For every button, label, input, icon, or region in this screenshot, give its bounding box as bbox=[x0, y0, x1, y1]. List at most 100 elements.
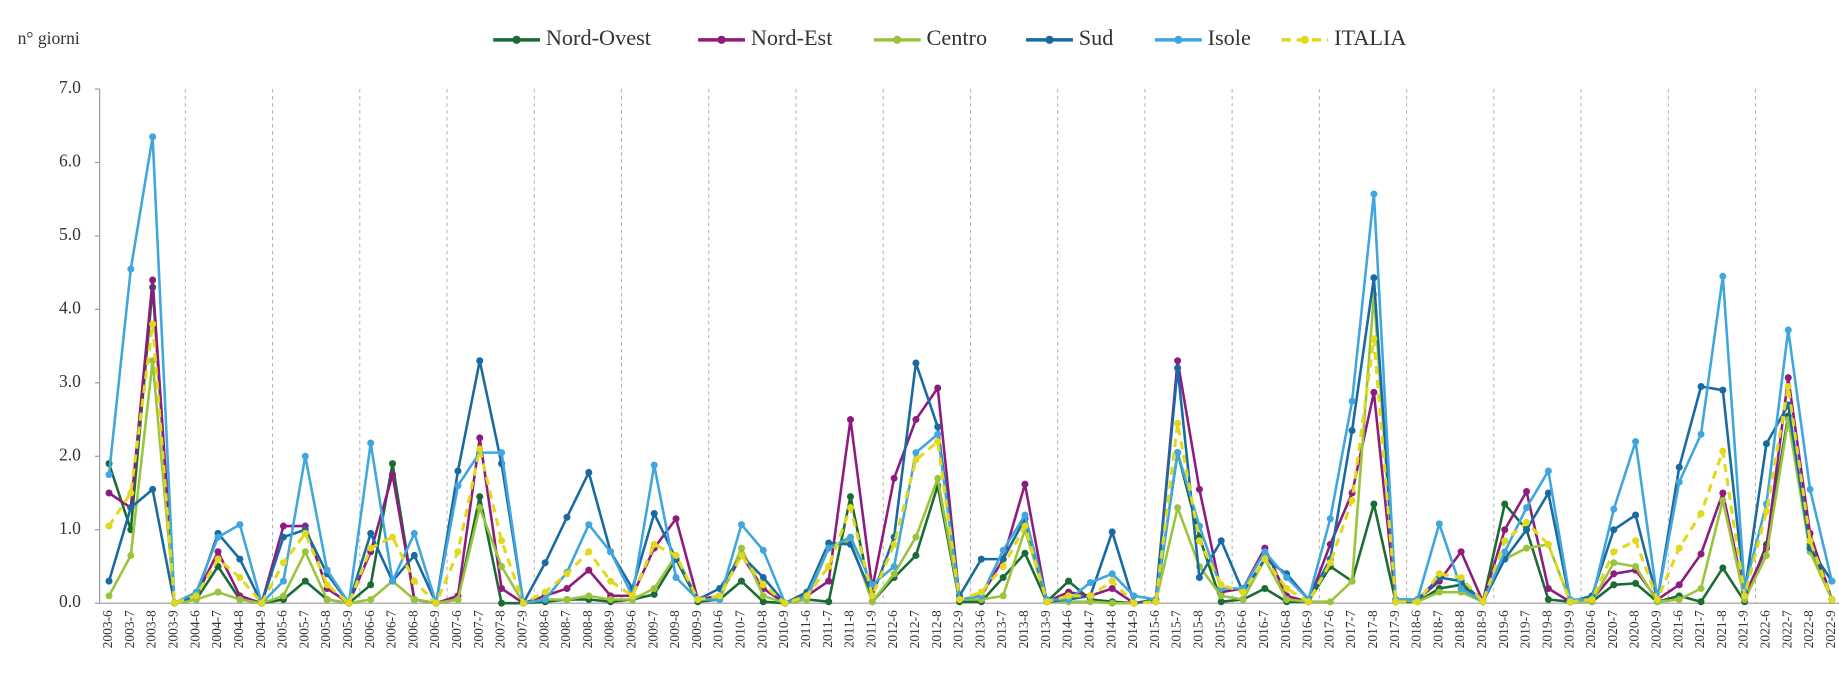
series-marker bbox=[1653, 595, 1661, 604]
series-marker bbox=[1174, 357, 1182, 365]
series-marker bbox=[1392, 598, 1400, 606]
series-marker bbox=[912, 533, 920, 541]
x-tick-label: 2020-7 bbox=[1605, 610, 1620, 648]
series-marker bbox=[1719, 272, 1727, 280]
series-marker bbox=[105, 522, 113, 530]
series-marker bbox=[1195, 537, 1203, 545]
series-marker bbox=[1435, 588, 1443, 596]
series-marker bbox=[737, 551, 745, 559]
series-marker bbox=[258, 599, 266, 607]
series-marker bbox=[1283, 584, 1291, 593]
series-marker bbox=[389, 460, 397, 468]
series-line bbox=[107, 322, 1834, 605]
series-marker bbox=[956, 595, 964, 604]
x-tick-label: 2007-8 bbox=[493, 610, 508, 648]
y-tick-label: 4.0 bbox=[59, 297, 81, 317]
series-marker bbox=[476, 445, 484, 453]
series-marker bbox=[1566, 598, 1574, 606]
series-marker bbox=[1086, 592, 1094, 600]
x-tick-label: 2012-8 bbox=[929, 610, 944, 648]
y-tick-label: 0.0 bbox=[59, 591, 81, 611]
series-marker bbox=[1086, 598, 1094, 606]
series-marker bbox=[1457, 573, 1465, 581]
series-marker bbox=[301, 452, 309, 460]
series-marker bbox=[672, 515, 680, 523]
series-marker bbox=[1784, 374, 1792, 382]
x-tick-label: 2015-6 bbox=[1147, 610, 1162, 648]
x-tick-label: 2012-9 bbox=[951, 610, 966, 648]
series-marker bbox=[1719, 386, 1727, 394]
series-marker bbox=[1108, 599, 1116, 607]
series-marker bbox=[563, 513, 571, 521]
series-marker bbox=[1697, 382, 1705, 391]
series-marker bbox=[846, 416, 855, 424]
x-tick-label: 2014-7 bbox=[1081, 610, 1096, 648]
series-marker bbox=[410, 595, 418, 604]
series-marker bbox=[759, 598, 767, 606]
series-marker bbox=[1501, 526, 1509, 534]
series-marker bbox=[541, 595, 549, 604]
series-marker bbox=[1413, 598, 1422, 606]
series-marker bbox=[1435, 570, 1443, 578]
series-marker bbox=[934, 438, 942, 446]
x-tick-label: 2012-7 bbox=[907, 610, 922, 648]
x-tick-label: 2021-6 bbox=[1670, 610, 1685, 648]
series-marker bbox=[846, 504, 855, 512]
series-marker bbox=[498, 599, 506, 607]
series-marker bbox=[127, 551, 135, 559]
series-marker bbox=[541, 588, 549, 596]
series-marker bbox=[825, 562, 833, 570]
series-marker bbox=[1762, 507, 1770, 515]
series-marker bbox=[825, 539, 833, 547]
series-marker bbox=[279, 577, 287, 585]
series-marker bbox=[476, 493, 484, 501]
x-tick-label: 2022-7 bbox=[1779, 610, 1794, 648]
series-marker bbox=[585, 521, 593, 529]
x-tick-label: 2022-6 bbox=[1758, 610, 1773, 648]
series-marker bbox=[1610, 548, 1618, 556]
series-marker bbox=[1544, 584, 1552, 593]
series-marker bbox=[672, 573, 680, 581]
series-marker bbox=[825, 598, 833, 606]
series-marker bbox=[1195, 485, 1203, 493]
series-marker bbox=[1217, 581, 1225, 589]
series-marker bbox=[105, 592, 113, 600]
series-marker bbox=[367, 544, 375, 552]
series-marker bbox=[1021, 480, 1029, 488]
series-marker bbox=[1719, 447, 1727, 455]
series-marker bbox=[454, 467, 462, 475]
x-tick-label: 2018-8 bbox=[1452, 610, 1467, 648]
series-marker bbox=[279, 522, 287, 530]
series-marker bbox=[389, 533, 397, 541]
series-marker bbox=[1544, 489, 1552, 497]
series-marker bbox=[1675, 478, 1683, 486]
series-marker bbox=[1632, 438, 1640, 446]
series-marker bbox=[1086, 579, 1094, 587]
series-marker bbox=[1326, 515, 1334, 523]
x-tick-label: 2014-9 bbox=[1125, 610, 1140, 648]
series-marker bbox=[1479, 598, 1487, 606]
series-marker bbox=[999, 592, 1007, 600]
series-marker bbox=[628, 592, 636, 600]
series-line bbox=[107, 293, 1834, 605]
series-marker bbox=[977, 588, 985, 596]
series-marker bbox=[1719, 489, 1727, 497]
series-marker bbox=[1348, 397, 1356, 405]
x-tick-label: 2019-6 bbox=[1496, 610, 1511, 648]
x-tick-label: 2004-8 bbox=[231, 610, 246, 648]
series-marker bbox=[781, 599, 789, 607]
series-marker bbox=[345, 599, 353, 607]
series-marker bbox=[1370, 500, 1378, 508]
series-marker bbox=[563, 595, 571, 604]
series-marker bbox=[890, 570, 898, 578]
legend-label: Isole bbox=[1208, 25, 1251, 50]
series-marker bbox=[498, 562, 506, 570]
x-tick-label: 2014-8 bbox=[1103, 610, 1118, 648]
series-marker bbox=[716, 592, 724, 600]
series-marker bbox=[912, 449, 920, 457]
series-marker bbox=[236, 521, 244, 529]
series-line bbox=[107, 276, 1833, 605]
y-tick-label: 7.0 bbox=[59, 77, 81, 97]
x-tick-label: 2014-6 bbox=[1060, 610, 1075, 648]
series-marker bbox=[1217, 598, 1225, 606]
